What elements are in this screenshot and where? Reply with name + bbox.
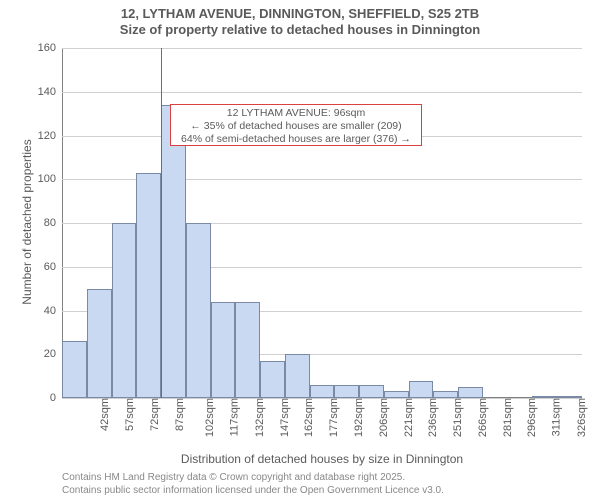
xtick-label: 102sqm <box>201 398 217 437</box>
histogram-bar <box>161 105 186 398</box>
xtick-label: 281sqm <box>498 398 514 437</box>
xtick-label: 221sqm <box>399 398 415 437</box>
xtick-label: 117sqm <box>225 398 241 436</box>
xtick-label: 251sqm <box>448 398 464 437</box>
histogram-bar <box>334 385 359 398</box>
xtick-label: 147sqm <box>275 398 291 437</box>
property-marker-line <box>161 48 162 398</box>
xtick-label: 42sqm <box>95 398 111 431</box>
xtick-label: 326sqm <box>572 398 588 437</box>
ytick-label: 120 <box>38 130 62 142</box>
xtick-label: 177sqm <box>324 398 340 437</box>
ytick-label: 160 <box>38 42 62 54</box>
chart-footer: Contains HM Land Registry data © Crown c… <box>62 472 444 497</box>
histogram-bar <box>359 385 384 398</box>
histogram-bar <box>186 223 211 398</box>
histogram-bar <box>235 302 260 398</box>
annotation-line-1: 12 LYTHAM AVENUE: 96sqm <box>175 107 417 120</box>
histogram-bar <box>136 173 161 398</box>
histogram-bar <box>211 302 236 398</box>
ytick-label: 20 <box>44 348 62 360</box>
property-size-histogram: 12, LYTHAM AVENUE, DINNINGTON, SHEFFIELD… <box>0 0 600 500</box>
xtick-label: 57sqm <box>120 398 136 431</box>
histogram-bar <box>87 289 112 398</box>
xtick-label: 236sqm <box>423 398 439 437</box>
footer-line-1: Contains HM Land Registry data © Crown c… <box>62 472 444 485</box>
xtick-label: 206sqm <box>374 398 390 437</box>
chart-title-line1: 12, LYTHAM AVENUE, DINNINGTON, SHEFFIELD… <box>0 6 600 22</box>
histogram-bar <box>260 361 285 398</box>
ytick-label: 40 <box>44 305 62 317</box>
ytick-label: 140 <box>38 86 62 98</box>
xtick-label: 162sqm <box>300 398 316 437</box>
histogram-bar <box>112 223 137 398</box>
annotation-line-2: ← 35% of detached houses are smaller (20… <box>175 120 417 133</box>
ytick-label: 0 <box>50 392 62 404</box>
footer-line-2: Contains public sector information licen… <box>62 485 444 498</box>
histogram-bar <box>310 385 335 398</box>
ytick-label: 80 <box>44 217 62 229</box>
plot-area: 12 LYTHAM AVENUE: 96sqm ← 35% of detache… <box>62 48 582 398</box>
ytick-label: 100 <box>38 173 62 185</box>
histogram-bar <box>409 381 434 399</box>
x-axis-label: Distribution of detached houses by size … <box>62 452 582 466</box>
chart-title-line2: Size of property relative to detached ho… <box>0 22 600 38</box>
grid-line <box>62 48 582 49</box>
y-axis-label: Number of detached properties <box>20 47 34 397</box>
xtick-label: 72sqm <box>145 398 161 431</box>
ytick-label: 60 <box>44 261 62 273</box>
histogram-bar <box>285 354 310 398</box>
xtick-label: 192sqm <box>349 398 365 437</box>
xtick-label: 311sqm <box>546 398 562 436</box>
xtick-label: 266sqm <box>473 398 489 437</box>
grid-line <box>62 92 582 93</box>
annotation-box: 12 LYTHAM AVENUE: 96sqm ← 35% of detache… <box>170 104 422 146</box>
chart-title-block: 12, LYTHAM AVENUE, DINNINGTON, SHEFFIELD… <box>0 6 600 39</box>
annotation-line-3: 64% of semi-detached houses are larger (… <box>175 133 417 146</box>
xtick-label: 132sqm <box>250 398 266 437</box>
histogram-bar <box>458 387 483 398</box>
xtick-label: 296sqm <box>522 398 538 437</box>
histogram-bar <box>62 341 87 398</box>
xtick-label: 87sqm <box>170 398 186 431</box>
